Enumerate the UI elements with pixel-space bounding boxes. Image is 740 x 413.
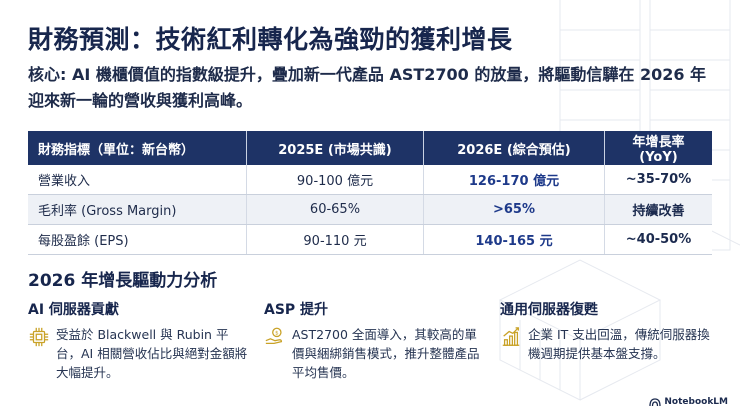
table-header-row: 財務指標（單位：新台幣） 2025E (市場共識) 2026E (綜合預估) 年… [28, 131, 712, 165]
cell-yoy: ~40-50% [604, 224, 712, 255]
driver-ai-server: AI 伺服器貢獻 受益於 Blackwell 與 Rubin 平台，AI 相關營… [28, 299, 250, 382]
cell-2025e: 90-110 元 [246, 224, 424, 255]
subtitle-text: AI 機櫃價值的指數級提升，疊加新一代產品 AST2700 的放量，將驅動信驊在… [28, 65, 707, 110]
cell-2025e: 90-100 億元 [246, 165, 424, 195]
cell-yoy: ~35-70% [604, 165, 712, 195]
svg-text:$: $ [275, 331, 279, 337]
cell-2025e: 60-65% [246, 194, 424, 225]
header-yoy: 年增長率 (YoY) [604, 131, 712, 165]
brand-name: NotebookLM [664, 397, 728, 407]
header-2026e: 2026E (綜合預估) [423, 131, 605, 165]
table-row: 毛利率 (Gross Margin) 60-65% >65% 持續改善 [28, 194, 712, 225]
cell-yoy: 持續改善 [604, 194, 712, 225]
cell-2026e: 140-165 元 [423, 224, 605, 255]
page-title: 財務預測：技術紅利轉化為強勁的獲利增長 [28, 25, 513, 54]
row-label: 營業收入 [28, 165, 247, 195]
driver-heading: ASP 提升 [264, 302, 329, 318]
brand-logo: NotebookLM [649, 397, 728, 407]
header-2025e: 2025E (市場共識) [246, 131, 424, 165]
driver-text: 受益於 Blackwell 與 Rubin 平台，AI 相關營收佔比與絕對金額將… [56, 327, 248, 380]
growth-chart-icon [502, 327, 520, 346]
table-row: 每股盈餘 (EPS) 90-110 元 140-165 元 ~40-50% [28, 224, 712, 255]
subtitle-lead: 核心: [28, 65, 72, 84]
driver-general-server: 通用伺服器復甦 企業 IT 支出回溫，傳統伺服器換機週期提供基本盤支撐。 [500, 299, 712, 363]
row-label: 毛利率 (Gross Margin) [28, 194, 247, 225]
driver-heading: 通用伺服器復甦 [500, 302, 598, 318]
coin-hand-icon: $ [265, 327, 283, 345]
cell-2026e: 126-170 億元 [423, 165, 605, 195]
financial-forecast-table: 財務指標（單位：新台幣） 2025E (市場共識) 2026E (綜合預估) 年… [28, 131, 712, 255]
drivers-section-title: 2026 年增長驅動力分析 [28, 271, 218, 291]
driver-text: 企業 IT 支出回溫，傳統伺服器換機週期提供基本盤支撐。 [528, 327, 710, 361]
cell-2026e: >65% [423, 194, 605, 225]
notebooklm-logo-icon [649, 397, 662, 406]
chip-icon [29, 327, 49, 347]
subtitle: 核心: AI 機櫃價值的指數級提升，疊加新一代產品 AST2700 的放量，將驅… [28, 62, 718, 114]
table-row: 營業收入 90-100 億元 126-170 億元 ~35-70% [28, 165, 712, 195]
header-metric: 財務指標（單位：新台幣） [28, 131, 247, 165]
driver-asp: ASP 提升 $ AST2700 全面導入，其較高的單價與綑綁銷售模式，推升整體… [264, 299, 486, 382]
row-label: 每股盈餘 (EPS) [28, 224, 247, 255]
driver-text: AST2700 全面導入，其較高的單價與綑綁銷售模式，推升整體產品平均售價。 [292, 327, 480, 380]
driver-heading: AI 伺服器貢獻 [28, 302, 119, 318]
